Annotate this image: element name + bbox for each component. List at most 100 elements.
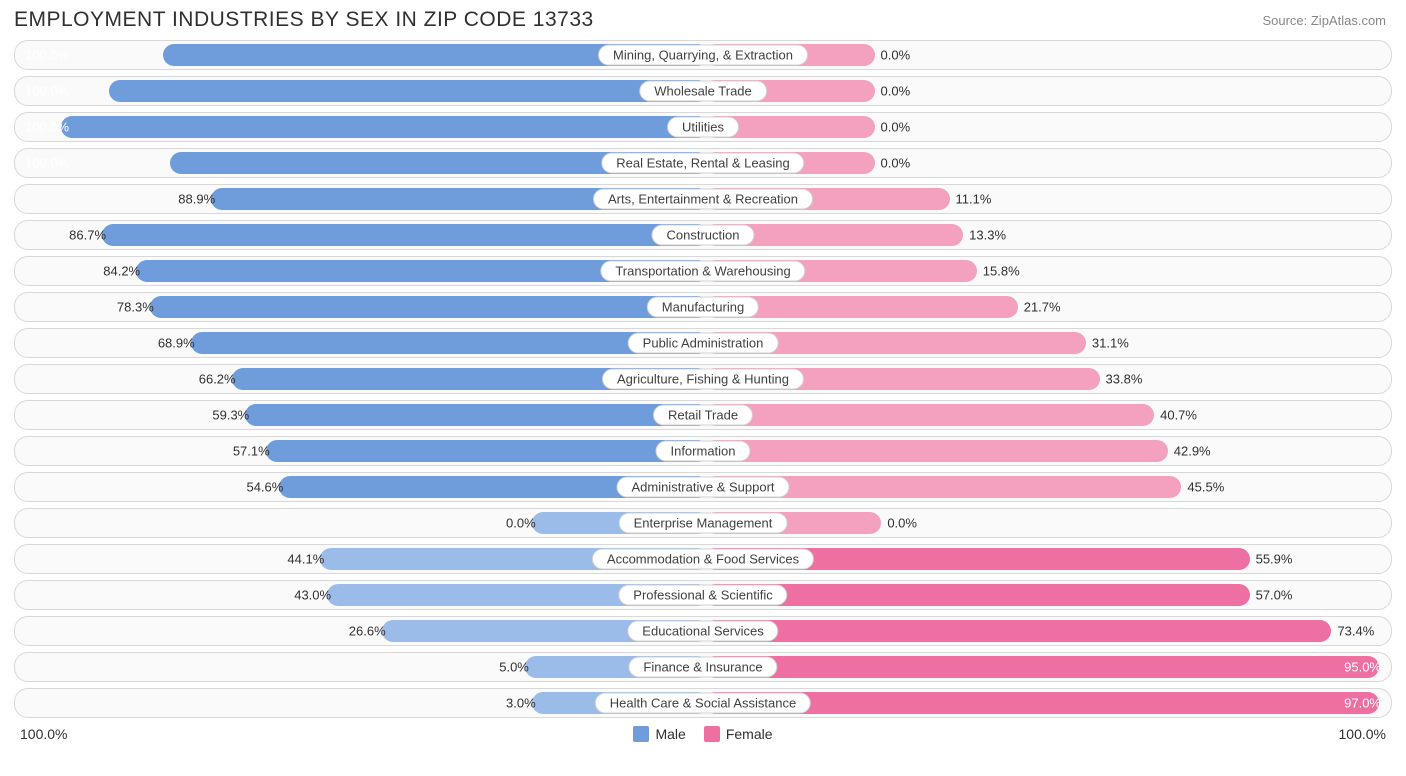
chart-area: 100.0% 0.0% Mining, Quarrying, & Extractio… bbox=[0, 36, 1406, 718]
bar-row: 100.0% 0.0% Wholesale Trade bbox=[14, 76, 1392, 106]
male-pct-label: 100.0% bbox=[25, 84, 69, 99]
male-bar bbox=[102, 224, 709, 246]
male-pct-label: 86.7% bbox=[69, 228, 106, 243]
category-label: Finance & Insurance bbox=[628, 657, 777, 678]
female-pct-label: 11.1% bbox=[956, 192, 992, 207]
female-pct-label: 40.7% bbox=[1160, 408, 1197, 423]
legend-female-label: Female bbox=[726, 726, 773, 742]
male-pct-label: 54.6% bbox=[246, 480, 283, 495]
axis-right-label: 100.0% bbox=[1339, 726, 1386, 742]
bar-row: 100.0% 0.0% Real Estate, Rental & Leasing bbox=[14, 148, 1392, 178]
female-pct-label: 0.0% bbox=[881, 84, 911, 99]
female-pct-label: 13.3% bbox=[969, 228, 1006, 243]
female-pct-label: 55.9% bbox=[1256, 552, 1293, 567]
female-pct-label: 0.0% bbox=[881, 120, 911, 135]
female-pct-label: 97.0% bbox=[1344, 696, 1381, 711]
category-label: Real Estate, Rental & Leasing bbox=[601, 153, 804, 174]
category-label: Health Care & Social Assistance bbox=[595, 693, 811, 714]
male-bar bbox=[245, 404, 709, 426]
female-bar bbox=[704, 404, 1154, 426]
category-label: Agriculture, Fishing & Hunting bbox=[602, 369, 804, 390]
female-pct-label: 73.4% bbox=[1337, 624, 1374, 639]
male-pct-label: 100.0% bbox=[25, 48, 69, 63]
female-bar bbox=[704, 656, 1379, 678]
female-pct-label: 57.0% bbox=[1256, 588, 1293, 603]
bar-row: 84.2% 15.8% Transportation & Warehousing bbox=[14, 256, 1392, 286]
chart-header: EMPLOYMENT INDUSTRIES BY SEX IN ZIP CODE… bbox=[0, 0, 1406, 36]
bar-row: 57.1% 42.9% Information bbox=[14, 436, 1392, 466]
category-label: Administrative & Support bbox=[616, 477, 789, 498]
male-pct-label: 68.9% bbox=[158, 336, 195, 351]
category-label: Public Administration bbox=[628, 333, 779, 354]
bar-row: 26.6% 73.4% Educational Services bbox=[14, 616, 1392, 646]
male-pct-label: 0.0% bbox=[506, 516, 536, 531]
legend-swatch-female bbox=[704, 726, 720, 742]
bar-row: 88.9% 11.1% Arts, Entertainment & Recreati… bbox=[14, 184, 1392, 214]
bar-row: 68.9% 31.1% Public Administration bbox=[14, 328, 1392, 358]
male-bar bbox=[109, 80, 709, 102]
chart-source: Source: ZipAtlas.com bbox=[1262, 13, 1386, 28]
female-pct-label: 0.0% bbox=[881, 48, 911, 63]
female-pct-label: 42.9% bbox=[1174, 444, 1211, 459]
female-pct-label: 45.5% bbox=[1187, 480, 1224, 495]
category-label: Wholesale Trade bbox=[639, 81, 767, 102]
bar-row: 5.0% 95.0% Finance & Insurance bbox=[14, 652, 1392, 682]
bar-row: 0.0% 0.0% Enterprise Management bbox=[14, 508, 1392, 538]
bar-row: 44.1% 55.9% Accommodation & Food Services bbox=[14, 544, 1392, 574]
bar-row: 100.0% 0.0% Utilities bbox=[14, 112, 1392, 142]
male-pct-label: 88.9% bbox=[178, 192, 215, 207]
female-pct-label: 31.1% bbox=[1092, 336, 1129, 351]
legend: Male Female bbox=[633, 726, 772, 742]
legend-female: Female bbox=[704, 726, 773, 742]
male-pct-label: 57.1% bbox=[233, 444, 270, 459]
male-pct-label: 84.2% bbox=[103, 264, 140, 279]
category-label: Utilities bbox=[667, 117, 739, 138]
male-pct-label: 66.2% bbox=[199, 372, 236, 387]
category-label: Mining, Quarrying, & Extraction bbox=[598, 45, 808, 66]
legend-male-label: Male bbox=[655, 726, 685, 742]
bar-row: 43.0% 57.0% Professional & Scientific bbox=[14, 580, 1392, 610]
male-pct-label: 100.0% bbox=[25, 156, 69, 171]
male-bar bbox=[150, 296, 709, 318]
male-bar bbox=[61, 116, 709, 138]
category-label: Accommodation & Food Services bbox=[592, 549, 814, 570]
category-label: Manufacturing bbox=[647, 297, 759, 318]
bar-row: 66.2% 33.8% Agriculture, Fishing & Hunting bbox=[14, 364, 1392, 394]
male-pct-label: 100.0% bbox=[25, 120, 69, 135]
category-label: Transportation & Warehousing bbox=[600, 261, 805, 282]
legend-swatch-male bbox=[633, 726, 649, 742]
chart-title: EMPLOYMENT INDUSTRIES BY SEX IN ZIP CODE… bbox=[14, 8, 594, 32]
category-label: Enterprise Management bbox=[619, 513, 788, 534]
male-pct-label: 43.0% bbox=[294, 588, 331, 603]
male-pct-label: 5.0% bbox=[499, 660, 529, 675]
male-pct-label: 26.6% bbox=[349, 624, 386, 639]
bar-row: 86.7% 13.3% Construction bbox=[14, 220, 1392, 250]
female-bar bbox=[704, 620, 1331, 642]
female-pct-label: 21.7% bbox=[1024, 300, 1061, 315]
category-label: Construction bbox=[652, 225, 755, 246]
female-pct-label: 0.0% bbox=[881, 156, 911, 171]
male-pct-label: 44.1% bbox=[287, 552, 324, 567]
category-label: Arts, Entertainment & Recreation bbox=[593, 189, 813, 210]
bar-row: 100.0% 0.0% Mining, Quarrying, & Extractio… bbox=[14, 40, 1392, 70]
male-pct-label: 3.0% bbox=[506, 696, 536, 711]
female-pct-label: 33.8% bbox=[1106, 372, 1143, 387]
category-label: Educational Services bbox=[627, 621, 778, 642]
bar-row: 78.3% 21.7% Manufacturing bbox=[14, 292, 1392, 322]
category-label: Retail Trade bbox=[653, 405, 753, 426]
female-pct-label: 15.8% bbox=[983, 264, 1020, 279]
male-pct-label: 59.3% bbox=[212, 408, 249, 423]
category-label: Professional & Scientific bbox=[618, 585, 787, 606]
female-pct-label: 95.0% bbox=[1344, 660, 1381, 675]
female-bar bbox=[704, 440, 1168, 462]
male-bar bbox=[266, 440, 709, 462]
male-pct-label: 78.3% bbox=[117, 300, 154, 315]
bar-row: 54.6% 45.5% Administrative & Support bbox=[14, 472, 1392, 502]
bar-row: 3.0% 97.0% Health Care & Social Assistance bbox=[14, 688, 1392, 718]
chart-footer: 100.0% Male Female 100.0% bbox=[0, 724, 1406, 742]
axis-left-label: 100.0% bbox=[20, 726, 67, 742]
bar-row: 59.3% 40.7% Retail Trade bbox=[14, 400, 1392, 430]
female-pct-label: 0.0% bbox=[887, 516, 917, 531]
legend-male: Male bbox=[633, 726, 685, 742]
category-label: Information bbox=[655, 441, 750, 462]
